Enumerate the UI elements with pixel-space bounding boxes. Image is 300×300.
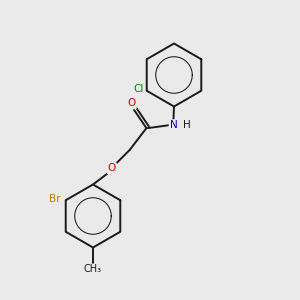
Text: Cl: Cl bbox=[133, 84, 143, 94]
Text: CH₃: CH₃ bbox=[84, 264, 102, 274]
Text: Br: Br bbox=[49, 194, 60, 204]
Text: O: O bbox=[108, 163, 116, 173]
Text: O: O bbox=[128, 98, 136, 109]
Text: H: H bbox=[183, 120, 191, 130]
Text: N: N bbox=[169, 120, 177, 130]
